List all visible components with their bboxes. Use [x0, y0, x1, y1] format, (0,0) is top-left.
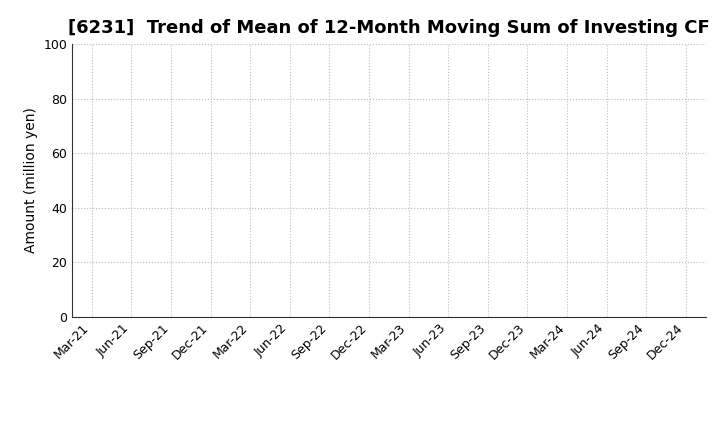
Title: [6231]  Trend of Mean of 12-Month Moving Sum of Investing CF: [6231] Trend of Mean of 12-Month Moving … — [68, 19, 710, 37]
Y-axis label: Amount (million yen): Amount (million yen) — [24, 107, 37, 253]
Legend: 3 Years, 5 Years, 7 Years, 10 Years: 3 Years, 5 Years, 7 Years, 10 Years — [174, 438, 604, 440]
